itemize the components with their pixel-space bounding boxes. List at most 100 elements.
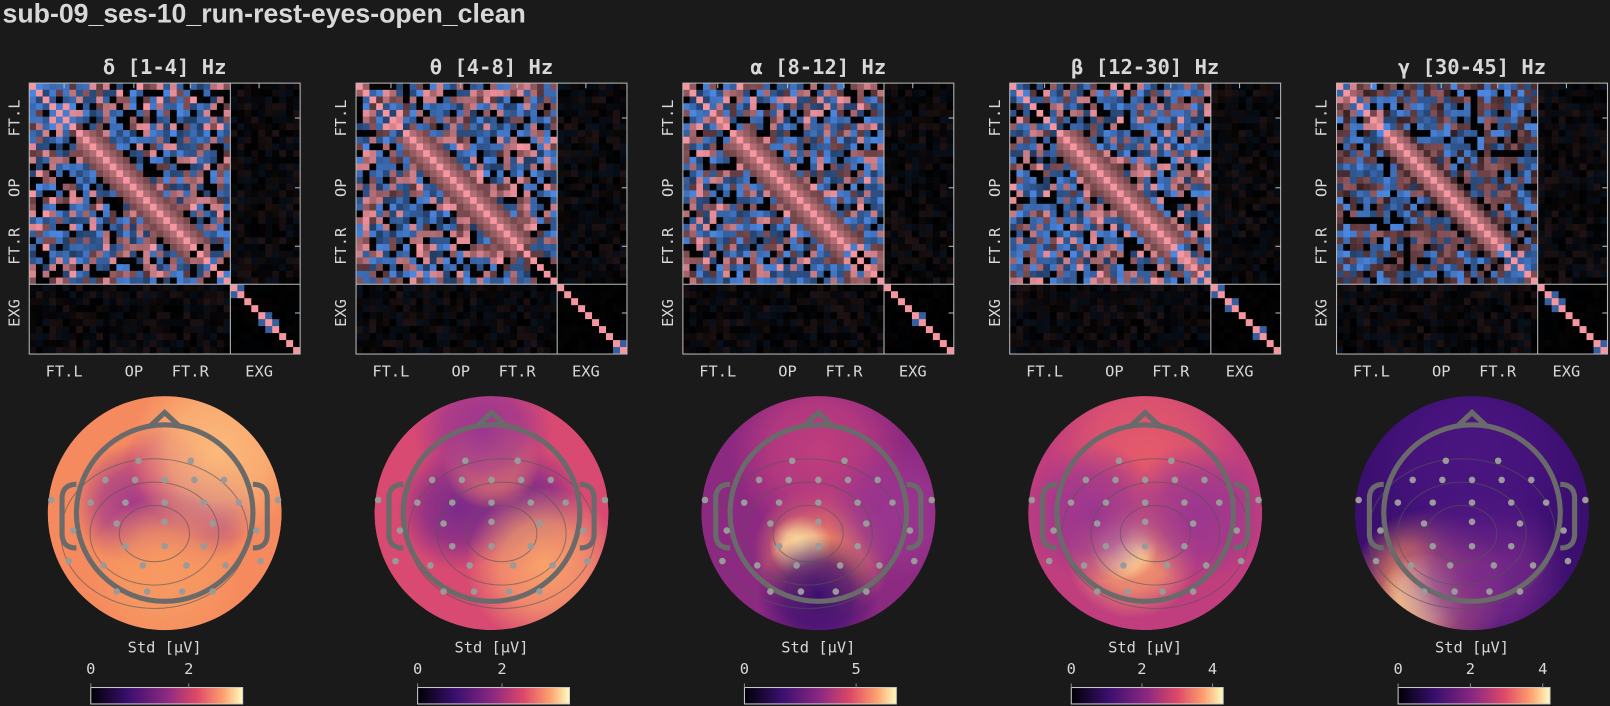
- matrix-cell: [396, 96, 404, 104]
- matrix-cell: [203, 298, 211, 306]
- matrix-cell: [196, 223, 204, 231]
- matrix-cell: [578, 130, 586, 138]
- matrix-cell: [476, 312, 484, 320]
- matrix-cell: [796, 284, 804, 292]
- matrix-cell: [429, 277, 437, 285]
- matrix-cell: [449, 109, 457, 117]
- matrix-cell: [776, 298, 784, 306]
- matrix-cell: [102, 163, 110, 171]
- matrix-cell: [170, 291, 178, 299]
- matrix-cell: [203, 277, 211, 285]
- matrix-cell: [543, 223, 551, 231]
- matrix-cell: [877, 244, 885, 252]
- matrix-cell: [897, 203, 906, 211]
- matrix-cell: [69, 340, 77, 348]
- matrix-cell: [237, 223, 245, 231]
- matrix-cell: [293, 116, 301, 124]
- matrix-cell: [69, 96, 77, 104]
- matrix-cell: [939, 103, 948, 111]
- matrix-cell: [884, 264, 892, 272]
- matrix-cell: [716, 130, 724, 138]
- matrix-cell: [564, 284, 572, 292]
- matrix-cell: [770, 250, 778, 258]
- matrix-cell: [911, 197, 920, 205]
- matrix-cell: [286, 347, 294, 355]
- matrix-cell: [783, 143, 791, 151]
- matrix-cell: [82, 217, 90, 225]
- matrix-cell: [149, 170, 157, 178]
- matrix-cell: [810, 203, 818, 211]
- matrix-cell: [837, 326, 845, 334]
- matrix-cell: [689, 340, 697, 348]
- matrix-cell: [770, 217, 778, 225]
- matrix-cell: [837, 143, 845, 151]
- matrix-cell: [286, 277, 294, 285]
- matrix-cell: [870, 190, 878, 198]
- matrix-cell: [543, 298, 551, 306]
- matrix-cell: [897, 312, 906, 320]
- matrix-cell: [810, 109, 818, 117]
- matrix-cell: [258, 89, 266, 97]
- matrix-cell: [463, 257, 471, 265]
- matrix-cell: [884, 244, 892, 252]
- matrix-cell: [244, 257, 252, 265]
- matrix-cell: [557, 203, 565, 211]
- matrix-cell: [689, 230, 697, 238]
- matrix-cell: [156, 163, 164, 171]
- matrix-cell: [396, 244, 404, 252]
- matrix-cell: [265, 319, 273, 327]
- matrix-cell: [837, 284, 845, 292]
- matrix-cell: [272, 89, 280, 97]
- matrix-cell: [56, 210, 64, 218]
- matrix-cell: [62, 203, 70, 211]
- matrix-cell: [230, 305, 238, 313]
- matrix-cell: [496, 340, 504, 348]
- matrix-cell: [251, 203, 259, 211]
- matrix-cell: [810, 312, 818, 320]
- matrix-cell: [564, 83, 572, 91]
- matrix-cell: [443, 163, 451, 171]
- matrix-cell: [416, 333, 424, 341]
- matrix-cell: [890, 217, 899, 225]
- matrix-cell: [389, 217, 397, 225]
- matrix-cell: [170, 143, 178, 151]
- matrix-cell: [939, 197, 948, 205]
- matrix-cell: [29, 156, 37, 164]
- matrix-cell: [376, 170, 384, 178]
- matrix-cell: [696, 143, 704, 151]
- matrix-cell: [176, 103, 184, 111]
- matrix-cell: [376, 150, 384, 158]
- matrix-cell: [286, 116, 294, 124]
- matrix-cell: [490, 109, 498, 117]
- matrix-cell: [682, 264, 690, 272]
- matrix-cell: [423, 277, 431, 285]
- matrix-cell: [911, 89, 920, 97]
- matrix-cell: [837, 312, 845, 320]
- matrix-cell: [790, 116, 798, 124]
- matrix-cell: [729, 270, 737, 278]
- matrix-cell: [279, 156, 287, 164]
- matrix-cell: [443, 291, 451, 299]
- matrix-cell: [149, 123, 157, 131]
- matrix-cell: [362, 264, 370, 272]
- matrix-cell: [770, 190, 778, 198]
- matrix-cell: [723, 217, 731, 225]
- matrix-cell: [783, 244, 791, 252]
- matrix-cell: [796, 170, 804, 178]
- matrix-cell: [837, 176, 845, 184]
- matrix-cell: [503, 96, 511, 104]
- matrix-cell: [776, 312, 784, 320]
- matrix-cell: [606, 170, 614, 178]
- matrix-cell: [599, 291, 607, 299]
- matrix-cell: [863, 150, 871, 158]
- matrix-cell: [843, 298, 851, 306]
- matrix-cell: [258, 170, 266, 178]
- matrix-cell: [429, 203, 437, 211]
- matrix-cell: [918, 270, 927, 278]
- matrix-cell: [796, 83, 804, 91]
- matrix-cell: [449, 237, 457, 245]
- matrix-cell: [369, 170, 377, 178]
- matrix-cell: [456, 270, 464, 278]
- matrix-cell: [530, 347, 538, 355]
- matrix-cell: [702, 298, 711, 306]
